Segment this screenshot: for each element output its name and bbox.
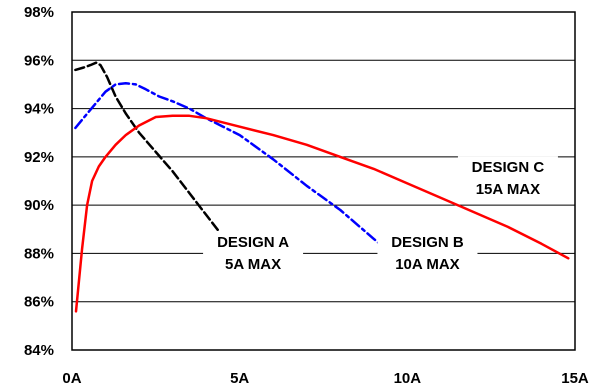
y-tick-label: 88% (24, 245, 54, 262)
x-tick-label: 10A (394, 370, 422, 387)
y-tick-label: 96% (24, 52, 54, 69)
x-tick-label: 5A (230, 370, 249, 387)
annotation-background (377, 231, 478, 276)
x-tick-label: 0A (62, 370, 81, 387)
series-line-design-c (74, 114, 570, 313)
x-tick-labels: 0A 5A 10A 15A (62, 370, 589, 387)
y-tick-labels: 84% 86% 88% 90% 92% 94% 96% 98% (24, 4, 54, 359)
plot-border (71, 11, 576, 351)
x-tick-label: 15A (561, 370, 589, 387)
grid-lines (72, 59, 575, 303)
annotation-background (457, 156, 558, 201)
annotation-label: DESIGN B (391, 234, 464, 251)
y-tick-label: 98% (24, 4, 54, 21)
series-lines (74, 61, 570, 313)
annotation-label: DESIGN C (472, 159, 545, 176)
annotation-background (203, 231, 304, 276)
y-tick-label: 84% (24, 342, 54, 359)
y-tick-label: 86% (24, 294, 54, 311)
y-tick-label: 90% (24, 197, 54, 214)
y-tick-label: 94% (24, 101, 54, 118)
plot-frame (71, 11, 576, 351)
annotations: DESIGN A 5A MAX DESIGN B 10A MAX DESIGN C 15A… (203, 156, 558, 276)
series-line-design-a (74, 61, 241, 255)
y-tick-label: 92% (24, 149, 54, 166)
annotation-label: 5A MAX (225, 256, 281, 273)
annotation-label: DESIGN A (217, 234, 289, 251)
series-line-design-b (74, 81, 402, 267)
annotation-label: 15A MAX (476, 181, 540, 198)
annotation-label: 10A MAX (395, 256, 459, 273)
